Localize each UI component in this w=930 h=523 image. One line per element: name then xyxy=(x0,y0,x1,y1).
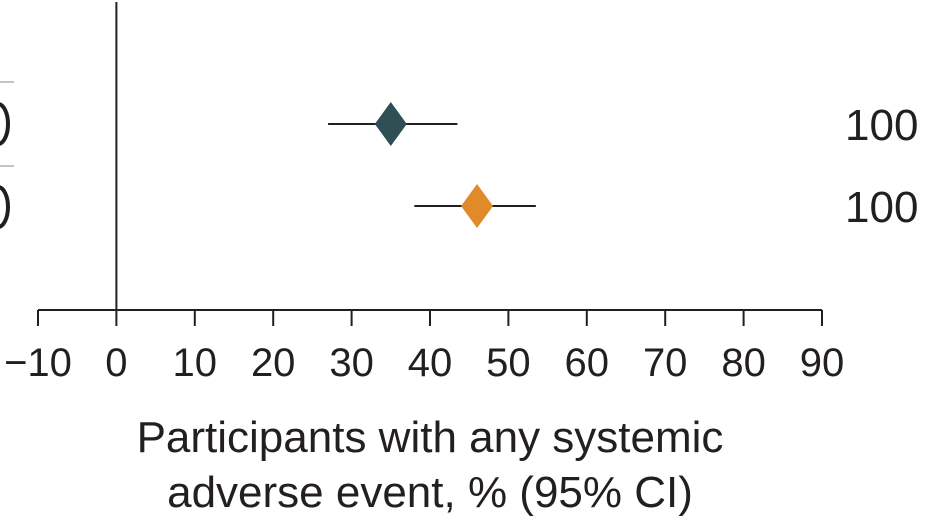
x-tick-label: −10 xyxy=(4,341,72,385)
x-axis-title-line-1: Participants with any systemic xyxy=(137,413,724,462)
x-axis-title-line-2: adverse event, % (95% CI) xyxy=(167,468,693,517)
x-tick-label: 60 xyxy=(565,341,610,385)
x-tick-label: 80 xyxy=(721,341,766,385)
row-right-label: 100 xyxy=(845,183,918,232)
data-marks xyxy=(328,102,536,228)
clipped-glyph-row-2 xyxy=(0,185,10,229)
point-estimate-diamond xyxy=(374,102,407,146)
x-tick-label: 10 xyxy=(173,341,218,385)
x-tick-label: 50 xyxy=(486,341,531,385)
point-estimate-diamond xyxy=(461,184,494,228)
x-tick-label: 30 xyxy=(329,341,374,385)
x-axis: −10 0 10 20 30 40 50 60 70 80 90 xyxy=(4,309,845,385)
x-tick-label: 90 xyxy=(800,341,845,385)
row-right-label: 100 xyxy=(845,101,918,150)
x-tick-label: 70 xyxy=(643,341,688,385)
x-tick-label: 0 xyxy=(105,341,127,385)
clipped-glyph-row-1 xyxy=(0,102,10,146)
x-tick-label: 20 xyxy=(251,341,296,385)
right-labels: 100 100 xyxy=(845,101,918,232)
x-tick-label: 40 xyxy=(408,341,453,385)
